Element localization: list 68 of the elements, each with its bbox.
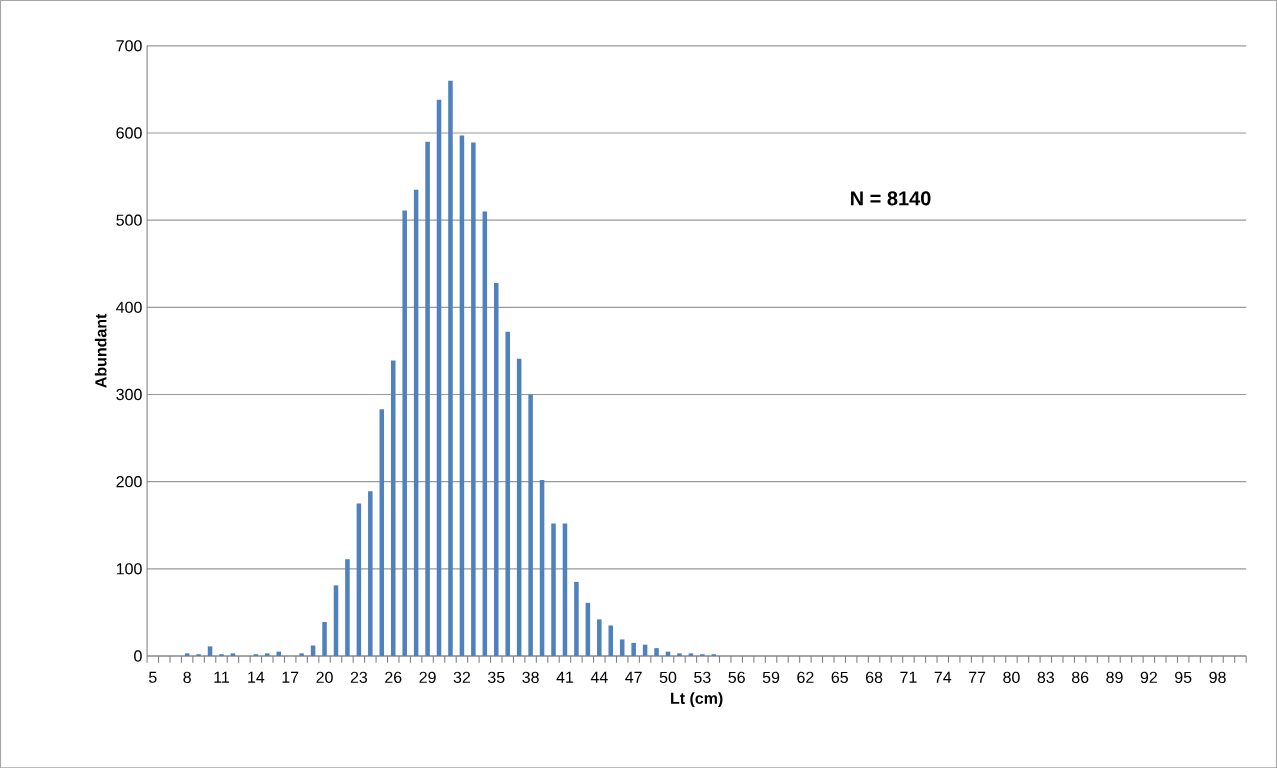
x-tick-label: 14 <box>248 671 265 683</box>
bar <box>654 647 659 656</box>
x-tick-label: 5 <box>149 671 157 683</box>
bar <box>471 142 476 656</box>
x-tick-label: 86 <box>1071 671 1089 683</box>
x-tick-label: 65 <box>831 671 848 683</box>
annotation: N = 8140 <box>851 191 931 206</box>
bar <box>505 331 510 656</box>
x-tick-label: 26 <box>385 671 402 683</box>
x-tick-label: 62 <box>797 671 814 683</box>
bar <box>368 491 373 656</box>
y-tick-label: 200 <box>116 475 142 488</box>
x-tick-label: 83 <box>1037 671 1054 683</box>
x-tick-label: 92 <box>1140 671 1157 683</box>
bar <box>230 653 236 656</box>
y-tick-label: 700 <box>116 39 142 52</box>
bar <box>551 523 556 656</box>
bar <box>494 282 499 656</box>
x-tick-label: 41 <box>556 671 574 683</box>
x-tick-label: 56 <box>728 671 745 683</box>
bar <box>619 639 625 656</box>
bar <box>345 559 350 656</box>
y-axis-title: Abundant <box>94 313 107 388</box>
x-tick-label: 8 <box>183 671 191 683</box>
y-tick-label: 0 <box>134 650 142 662</box>
bar <box>608 625 614 656</box>
bar <box>448 80 453 656</box>
bar <box>265 653 270 656</box>
bar <box>276 651 282 656</box>
bar <box>425 141 430 656</box>
x-tick-label: 74 <box>934 671 952 683</box>
x-tick-label: 38 <box>522 671 539 683</box>
bar <box>299 653 304 656</box>
x-tick-label: 35 <box>487 671 505 683</box>
x-tick-label: 29 <box>419 671 436 683</box>
y-tick-label: 300 <box>116 388 142 400</box>
x-tick-label: 71 <box>900 671 917 683</box>
y-tick-label: 100 <box>116 562 142 575</box>
y-tick-label: 600 <box>116 127 142 139</box>
bar <box>574 581 579 656</box>
x-axis-title: Lt (cm) <box>671 691 723 707</box>
x-tick-label: 59 <box>762 671 780 683</box>
x-tick-label: 11 <box>214 671 230 683</box>
x-tick-label: 80 <box>1003 671 1020 683</box>
x-tick-label: 89 <box>1106 671 1123 683</box>
x-tick-label: 95 <box>1175 671 1192 683</box>
x-tick-label: 98 <box>1209 671 1226 683</box>
bar <box>677 653 682 656</box>
y-tick-label: 500 <box>116 214 142 226</box>
x-tick-label: 53 <box>694 671 711 683</box>
bar <box>528 394 533 656</box>
x-tick-label: 20 <box>316 671 333 683</box>
x-tick-label: 77 <box>969 671 986 683</box>
bar <box>597 619 602 656</box>
x-tick-label: 32 <box>453 671 471 683</box>
x-tick-label: 44 <box>590 671 608 683</box>
bar <box>688 653 694 656</box>
bar <box>207 646 213 656</box>
bar <box>631 642 636 656</box>
x-tick-label: 17 <box>282 671 299 683</box>
x-tick-label: 47 <box>625 671 642 683</box>
x-tick-label: 50 <box>659 671 677 683</box>
bar <box>184 653 190 656</box>
x-tick-label: 68 <box>866 671 883 683</box>
x-tick-label: 23 <box>350 671 368 683</box>
bar <box>322 621 327 656</box>
bar <box>402 210 407 656</box>
y-tick-label: 400 <box>116 301 142 313</box>
